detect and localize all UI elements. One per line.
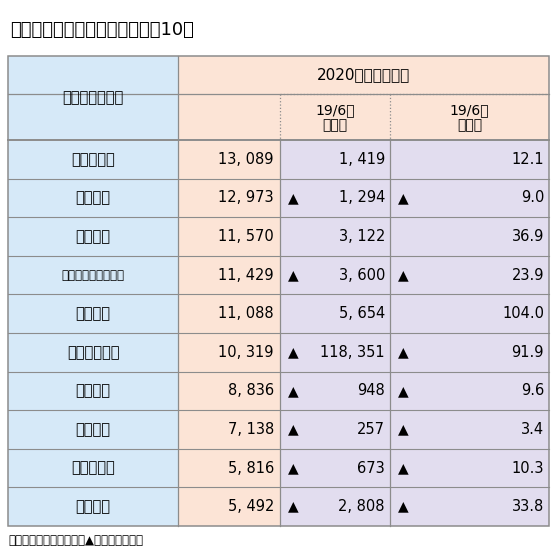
Bar (178, 295, 280, 333)
Text: 8, 836: 8, 836 (228, 383, 274, 398)
Text: 673: 673 (357, 460, 385, 475)
Text: 1, 419: 1, 419 (339, 152, 385, 167)
Text: ▲: ▲ (398, 268, 409, 282)
Text: 群　　馬: 群 馬 (76, 499, 110, 514)
Text: 地銀の連結四半期純利益　上位10社: 地銀の連結四半期純利益 上位10社 (10, 21, 194, 39)
Text: ▲: ▲ (288, 422, 299, 436)
Bar (178, 217, 280, 256)
Bar (280, 333, 549, 372)
Text: 11, 088: 11, 088 (218, 306, 274, 321)
Text: ▲: ▲ (288, 268, 299, 282)
Bar (178, 140, 280, 179)
Text: 2, 808: 2, 808 (339, 499, 385, 514)
Text: ▲: ▲ (398, 461, 409, 475)
Bar (8, 56, 178, 140)
Bar (280, 372, 549, 410)
Bar (280, 449, 549, 487)
Bar (8, 140, 178, 179)
Text: 九州ＦＧ: 九州ＦＧ (76, 422, 110, 437)
Text: 948: 948 (357, 383, 385, 398)
Text: 10.3: 10.3 (511, 460, 544, 475)
Text: 104.0: 104.0 (502, 306, 544, 321)
Bar (8, 56, 549, 526)
Text: ▲: ▲ (288, 191, 299, 205)
Bar (178, 56, 549, 140)
Text: 5, 492: 5, 492 (228, 499, 274, 514)
Text: ▲: ▲ (288, 461, 299, 475)
Text: 10, 319: 10, 319 (218, 345, 274, 360)
Text: 5, 654: 5, 654 (339, 306, 385, 321)
Text: ふくおかＦＧ: ふくおかＦＧ (67, 345, 119, 360)
Text: 7, 138: 7, 138 (228, 422, 274, 437)
Text: 13, 089: 13, 089 (218, 152, 274, 167)
Text: ▲: ▲ (398, 500, 409, 514)
Text: 23.9: 23.9 (511, 268, 544, 282)
Bar (8, 372, 178, 410)
Bar (8, 333, 178, 372)
Text: 七　十　七: 七 十 七 (71, 460, 115, 475)
Text: ▲: ▲ (288, 345, 299, 359)
Text: 銀　行　名　等: 銀 行 名 等 (62, 90, 124, 105)
Bar (178, 410, 280, 449)
Text: 3.4: 3.4 (521, 422, 544, 437)
Text: ▲: ▲ (288, 500, 299, 514)
Text: 12, 973: 12, 973 (218, 190, 274, 205)
Text: 33.8: 33.8 (512, 499, 544, 514)
Text: 静　　岡: 静 岡 (76, 229, 110, 244)
Bar (280, 256, 549, 295)
Text: 91.9: 91.9 (511, 345, 544, 360)
Text: 京　　都: 京 都 (76, 383, 110, 398)
Text: 19/6比: 19/6比 (315, 103, 355, 117)
Text: 36.9: 36.9 (512, 229, 544, 244)
Text: ▲: ▲ (398, 422, 409, 436)
Bar (8, 179, 178, 217)
Bar (178, 372, 280, 410)
Text: ▲: ▲ (398, 345, 409, 359)
Text: 9.6: 9.6 (521, 383, 544, 398)
Bar (178, 487, 280, 526)
Text: 257: 257 (357, 422, 385, 437)
Bar (8, 449, 178, 487)
Bar (280, 140, 549, 179)
Text: 千　　葉: 千 葉 (76, 190, 110, 205)
Text: コンコルディアＦＧ: コンコルディアＦＧ (61, 268, 125, 282)
Bar (280, 295, 549, 333)
Bar (178, 333, 280, 372)
Bar (8, 256, 178, 295)
Bar (280, 410, 549, 449)
Text: ▲: ▲ (288, 384, 299, 398)
Text: 3, 600: 3, 600 (339, 268, 385, 282)
Text: 2020年４〜６月期: 2020年４〜６月期 (317, 68, 410, 83)
Bar (8, 295, 178, 333)
Bar (8, 487, 178, 526)
Bar (178, 449, 280, 487)
Bar (280, 487, 549, 526)
Text: 12.1: 12.1 (511, 152, 544, 167)
Text: 9.0: 9.0 (521, 190, 544, 205)
Bar (8, 217, 178, 256)
Text: 19/6比: 19/6比 (449, 103, 489, 117)
Text: 1, 294: 1, 294 (339, 190, 385, 205)
Bar (8, 410, 178, 449)
Text: 伊　　予: 伊 予 (76, 306, 110, 321)
Bar (280, 217, 549, 256)
Text: 増減額: 増減額 (323, 118, 348, 132)
Text: 11, 570: 11, 570 (218, 229, 274, 244)
Text: めぶきＦＧ: めぶきＦＧ (71, 152, 115, 167)
Text: 3, 122: 3, 122 (339, 229, 385, 244)
Text: 118, 351: 118, 351 (320, 345, 385, 360)
Text: ▲: ▲ (398, 384, 409, 398)
Bar (178, 179, 280, 217)
Text: 増減率: 増減率 (457, 118, 482, 132)
Text: ▲: ▲ (398, 191, 409, 205)
Bar (280, 179, 549, 217)
Text: 11, 429: 11, 429 (218, 268, 274, 282)
Text: （注）　単位：百万円。▲印は減少、低下: （注） 単位：百万円。▲印は減少、低下 (8, 535, 143, 547)
Text: 5, 816: 5, 816 (228, 460, 274, 475)
Bar (178, 256, 280, 295)
